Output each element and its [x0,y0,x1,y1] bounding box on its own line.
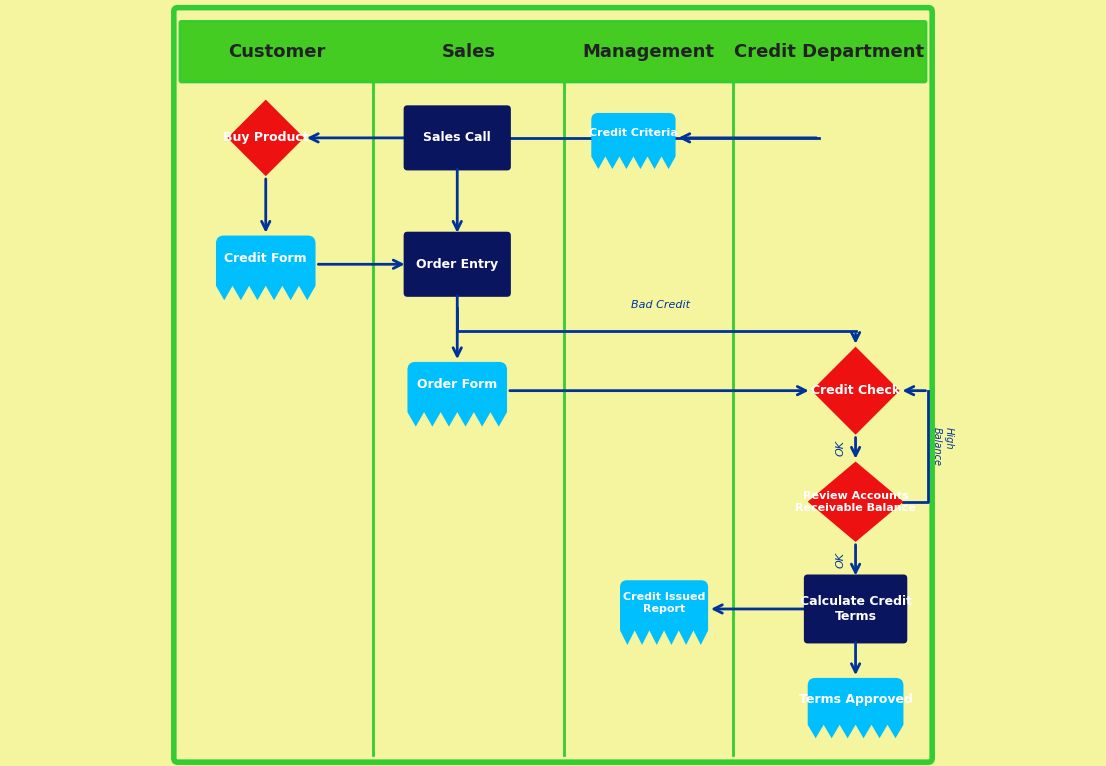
Text: Credit Form: Credit Form [225,252,307,265]
Text: Sales: Sales [441,43,495,61]
PathPatch shape [807,462,904,542]
Text: High
Balance: High Balance [932,427,953,466]
PathPatch shape [216,236,315,300]
Text: Buy Product: Buy Product [223,132,309,144]
Text: Bad Credit: Bad Credit [630,300,690,310]
PathPatch shape [592,113,676,169]
PathPatch shape [620,581,708,645]
Text: Calculate Credit
Terms: Calculate Credit Terms [800,595,911,623]
PathPatch shape [812,347,899,435]
Text: Review Accounts
Receivable Balance: Review Accounts Receivable Balance [795,491,916,512]
Text: Sales Call: Sales Call [424,132,491,144]
FancyBboxPatch shape [404,231,511,297]
Text: OK: OK [835,552,845,568]
Text: Terms Approved: Terms Approved [799,693,912,705]
Text: Order Form: Order Form [417,378,498,391]
FancyBboxPatch shape [180,21,926,82]
Text: Credit Department: Credit Department [733,43,924,61]
Text: Order Entry: Order Entry [416,258,499,270]
Text: Credit Criteria: Credit Criteria [589,128,678,138]
Text: OK: OK [835,440,845,456]
FancyBboxPatch shape [174,8,932,762]
Text: Customer: Customer [229,43,326,61]
PathPatch shape [407,362,507,427]
PathPatch shape [228,100,304,176]
FancyBboxPatch shape [404,106,511,171]
FancyBboxPatch shape [804,574,907,643]
Text: Credit Issued
Report: Credit Issued Report [623,592,706,614]
PathPatch shape [807,678,904,738]
Text: Management: Management [583,43,714,61]
Text: Credit Check: Credit Check [811,385,900,397]
